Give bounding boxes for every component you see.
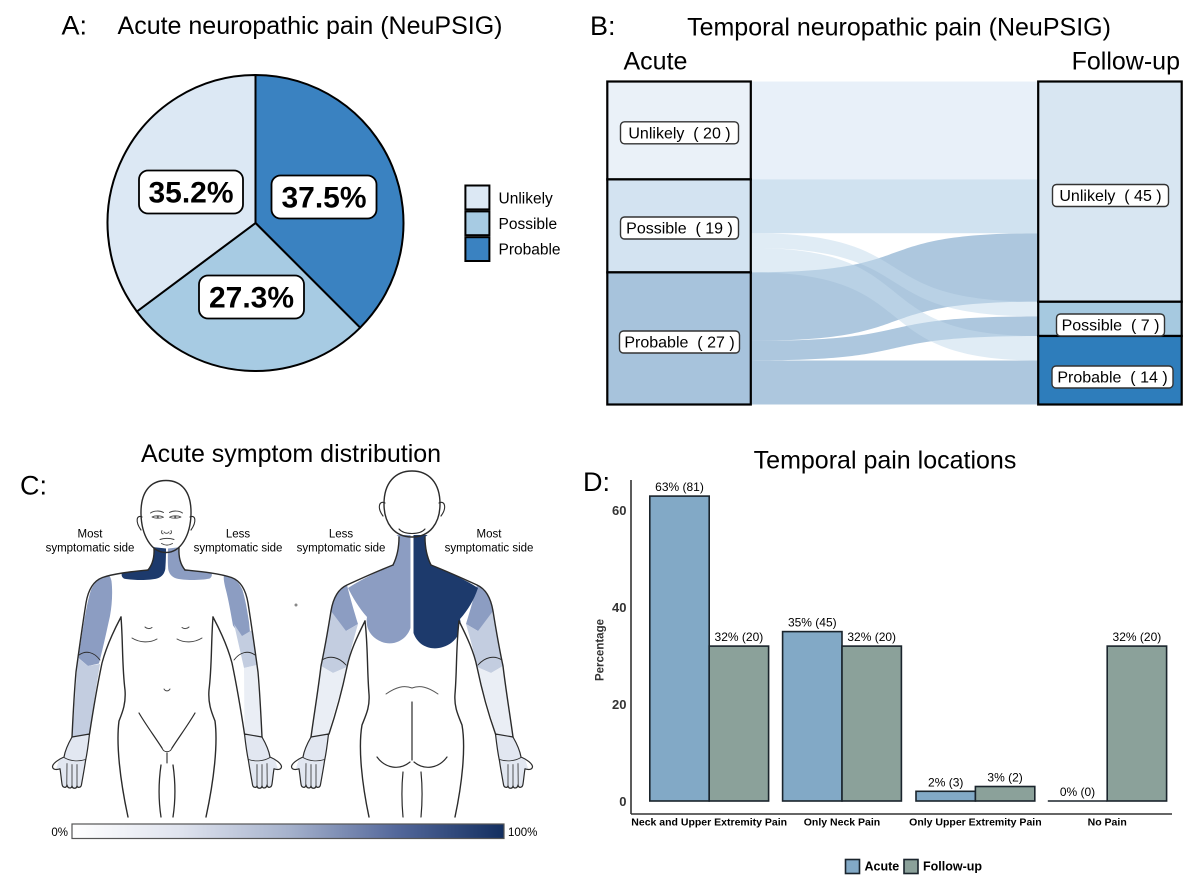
svg-text:Follow-up: Follow-up xyxy=(1072,47,1180,75)
svg-text:Probable: Probable xyxy=(499,242,561,259)
svg-text:Acute: Acute xyxy=(624,47,688,75)
svg-text:Temporal neuropathic pain (Neu: Temporal neuropathic pain (NeuPSIG) xyxy=(687,14,1111,42)
svg-text:No Pain: No Pain xyxy=(1088,817,1127,829)
svg-text:Temporal pain locations: Temporal pain locations xyxy=(754,447,1017,475)
svg-text:0: 0 xyxy=(619,794,626,809)
svg-text:Most: Most xyxy=(78,529,104,541)
svg-text:32% (20): 32% (20) xyxy=(847,630,896,644)
svg-text:Most: Most xyxy=(477,529,503,541)
svg-text:symptomatic side: symptomatic side xyxy=(445,543,534,555)
svg-text:3% (2): 3% (2) xyxy=(987,771,1022,785)
svg-text:27.3%: 27.3% xyxy=(209,282,294,315)
svg-text:Possible ( 19 ): Possible ( 19 ) xyxy=(626,221,733,238)
svg-text:A:: A: xyxy=(62,11,88,41)
svg-text:0%: 0% xyxy=(51,827,68,839)
svg-text:Unlikely ( 20 ): Unlikely ( 20 ) xyxy=(628,125,730,142)
svg-text:60: 60 xyxy=(612,503,626,518)
svg-text:32% (20): 32% (20) xyxy=(715,630,764,644)
svg-text:Unlikely: Unlikely xyxy=(499,191,554,208)
svg-text:20: 20 xyxy=(612,697,626,712)
svg-text:Acute neuropathic pain (NeuPSI: Acute neuropathic pain (NeuPSIG) xyxy=(118,12,503,40)
svg-text:Probable ( 27 ): Probable ( 27 ) xyxy=(624,335,734,352)
svg-text:35% (45): 35% (45) xyxy=(788,616,837,630)
svg-text:63% (81): 63% (81) xyxy=(655,480,704,494)
svg-text:Possible: Possible xyxy=(499,216,558,233)
svg-text:C:: C: xyxy=(20,471,47,501)
svg-text:37.5%: 37.5% xyxy=(281,182,366,215)
svg-text:Less: Less xyxy=(329,529,354,541)
svg-text:Probable ( 14 ): Probable ( 14 ) xyxy=(1057,370,1167,387)
svg-text:Possible ( 7 ): Possible ( 7 ) xyxy=(1062,318,1160,335)
svg-text:Acute: Acute xyxy=(865,860,900,874)
svg-text:0% (0): 0% (0) xyxy=(1060,785,1095,799)
svg-text:B:: B: xyxy=(590,11,616,41)
svg-text:Only Neck Pain: Only Neck Pain xyxy=(804,817,880,829)
svg-text:D:: D: xyxy=(583,467,610,497)
svg-text:40: 40 xyxy=(612,600,626,615)
svg-text:Neck and Upper Extremity Pain: Neck and Upper Extremity Pain xyxy=(631,817,787,829)
svg-text:Follow-up: Follow-up xyxy=(923,860,982,874)
svg-text:Only Upper Extremity Pain: Only Upper Extremity Pain xyxy=(909,817,1041,829)
svg-text:35.2%: 35.2% xyxy=(148,177,233,210)
svg-text:symptomatic side: symptomatic side xyxy=(46,543,135,555)
svg-text:Less: Less xyxy=(226,529,251,541)
svg-text:Acute symptom distribution: Acute symptom distribution xyxy=(141,440,441,468)
svg-text:2% (3): 2% (3) xyxy=(928,775,963,789)
svg-text:symptomatic side: symptomatic side xyxy=(194,543,283,555)
svg-text:32% (20): 32% (20) xyxy=(1113,630,1162,644)
svg-text:Unlikely ( 45 ): Unlikely ( 45 ) xyxy=(1059,188,1161,205)
svg-text:symptomatic side: symptomatic side xyxy=(297,543,386,555)
svg-text:Percentage: Percentage xyxy=(595,619,607,681)
svg-text:100%: 100% xyxy=(508,827,537,839)
